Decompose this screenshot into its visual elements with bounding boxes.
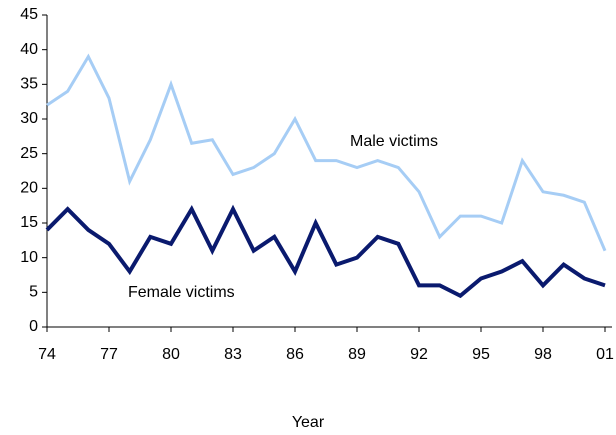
x-tick-label: 98 bbox=[534, 346, 552, 363]
x-tick-label: 83 bbox=[224, 346, 242, 363]
x-tick-label: 92 bbox=[410, 346, 428, 363]
y-tick-label: 0 bbox=[29, 318, 38, 335]
y-tick-label: 15 bbox=[20, 214, 38, 231]
x-tick-label: 77 bbox=[100, 346, 118, 363]
y-tick-label: 5 bbox=[29, 284, 38, 301]
y-tick-label: 20 bbox=[20, 180, 38, 197]
x-tick-label: 89 bbox=[348, 346, 366, 363]
y-tick-label: 45 bbox=[20, 6, 38, 23]
y-tick-label: 35 bbox=[20, 76, 38, 93]
y-tick-label: 40 bbox=[20, 41, 38, 58]
x-tick-label: 74 bbox=[38, 346, 56, 363]
y-tick-label: 10 bbox=[20, 249, 38, 266]
series-label: Female victims bbox=[128, 284, 235, 301]
line-series bbox=[46, 53, 607, 252]
line-series bbox=[45, 204, 606, 299]
y-tick-label: 25 bbox=[20, 145, 38, 162]
x-tick-label: 01 bbox=[596, 346, 614, 363]
x-tick-label: 86 bbox=[286, 346, 304, 363]
x-axis-label: Year bbox=[292, 414, 325, 431]
x-tick-label: 95 bbox=[472, 346, 490, 363]
series-label: Male victims bbox=[350, 133, 438, 150]
y-tick-label: 30 bbox=[20, 110, 38, 127]
x-tick-label: 80 bbox=[162, 346, 180, 363]
